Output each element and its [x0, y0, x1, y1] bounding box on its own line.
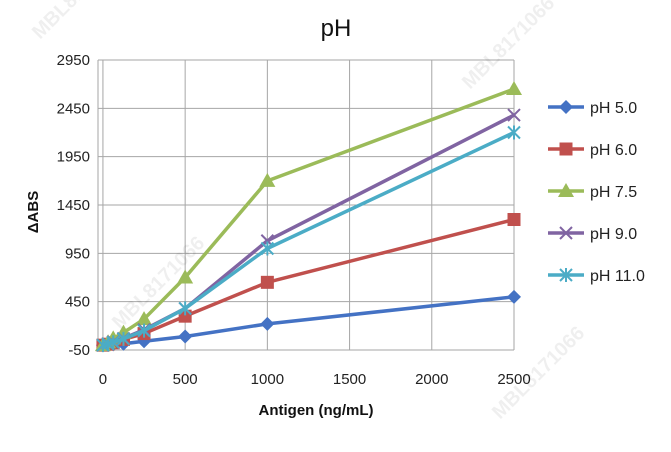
- data-point: [260, 316, 275, 331]
- watermark: MBL8171066: [28, 0, 129, 44]
- data-point: [507, 213, 521, 226]
- series-ph-11-0: [96, 125, 521, 353]
- watermarks: MBL8171066MBL8171066MBL8171066MBL8171066: [28, 0, 589, 424]
- series-ph-7-5: [94, 81, 522, 352]
- legend-label: pH 6.0: [590, 142, 637, 159]
- data-point: [506, 81, 522, 95]
- data-point: [177, 269, 194, 284]
- legend-swatch-marker: [559, 142, 573, 156]
- watermark: MBL8171066: [108, 232, 209, 333]
- data-point: [259, 172, 276, 187]
- data-point: [178, 301, 192, 316]
- y-tick-label: 950: [65, 245, 90, 262]
- x-axis-ticks: 0 500 1000 1500 2000 2500: [99, 371, 531, 388]
- y-tick-label: 450: [65, 294, 90, 311]
- y-tick-label: 1450: [57, 197, 90, 214]
- x-tick-label: 2000: [415, 371, 448, 388]
- y-tick-label: -50: [68, 342, 90, 359]
- series-line: [102, 87, 515, 347]
- data-point: [507, 108, 521, 122]
- legend-swatch-marker: [559, 100, 573, 114]
- legend-swatch-marker: [559, 268, 573, 282]
- legend: pH 5.0 pH 6.0 pH 7.5 pH 9.0 pH 11.0: [548, 100, 645, 285]
- data-point: [116, 331, 131, 346]
- x-tick-label: 500: [173, 371, 198, 388]
- y-tick-label: 2950: [57, 52, 90, 69]
- data-point: [136, 311, 153, 326]
- data-point: [260, 241, 275, 256]
- x-tick-label: 1000: [251, 371, 284, 388]
- x-tick-label: 0: [99, 371, 107, 388]
- x-axis-label: Antigen (ng/mL): [259, 402, 374, 419]
- legend-item: pH 7.5: [548, 183, 637, 201]
- y-tick-label: 2450: [57, 100, 90, 117]
- grid: [97, 59, 515, 351]
- y-axis-ticks: -50 450 950 1450 1950 2450 2950: [57, 52, 90, 359]
- watermark: MBL8171066: [458, 0, 559, 94]
- y-tick-label: 1950: [57, 149, 90, 166]
- x-tick-label: 2500: [497, 371, 530, 388]
- legend-item: pH 6.0: [548, 142, 637, 159]
- data-point: [137, 323, 151, 338]
- data-point: [260, 275, 274, 289]
- legend-item: pH 5.0: [548, 100, 637, 117]
- data-point: [106, 335, 120, 350]
- x-tick-label: 1500: [333, 371, 366, 388]
- legend-item: pH 11.0: [548, 268, 645, 285]
- data-point: [507, 125, 521, 140]
- legend-label: pH 11.0: [590, 268, 645, 285]
- data-point: [178, 329, 193, 344]
- legend-label: pH 5.0: [590, 100, 637, 117]
- data-point: [507, 289, 521, 304]
- chart-title: pH: [321, 15, 352, 42]
- series-group: [94, 81, 522, 353]
- y-axis-label: ΔABS: [25, 191, 42, 233]
- legend-item: pH 9.0: [548, 226, 637, 243]
- legend-swatch-marker: [558, 183, 574, 197]
- legend-swatch-marker: [559, 226, 573, 240]
- legend-label: pH 9.0: [590, 226, 637, 243]
- legend-label: pH 7.5: [590, 184, 637, 201]
